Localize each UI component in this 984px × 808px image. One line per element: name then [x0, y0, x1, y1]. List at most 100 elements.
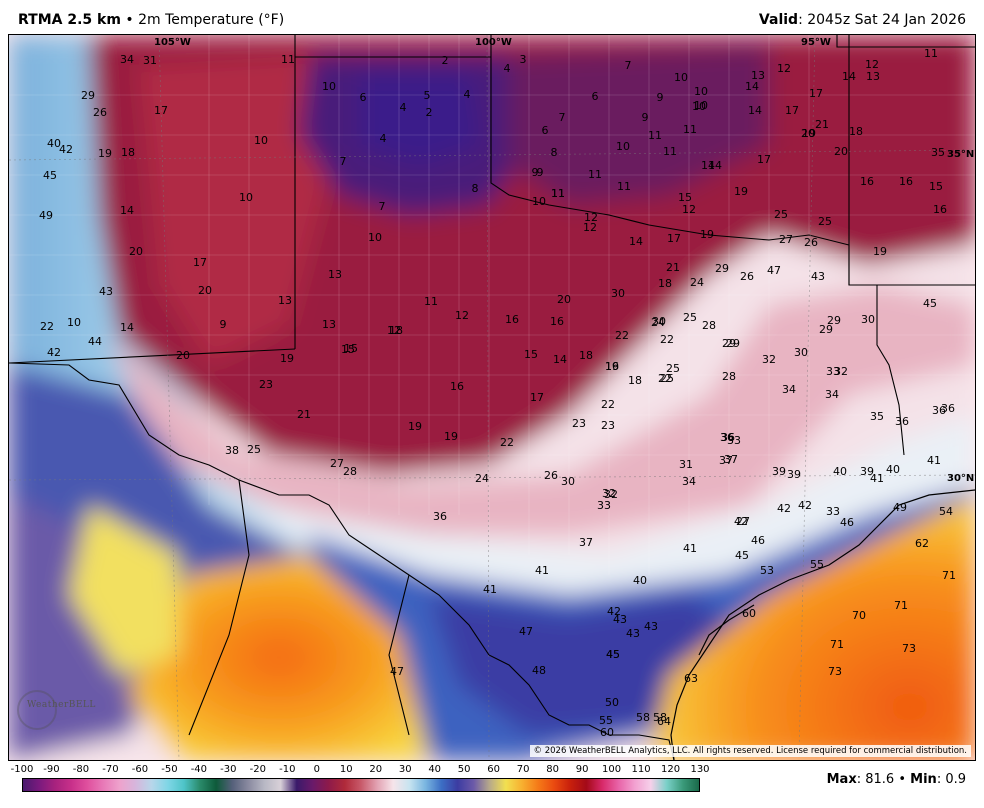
station-temperature-label: 43 [99, 285, 113, 298]
station-temperature-label: 19 [280, 352, 294, 365]
min-label: Min [910, 772, 937, 787]
station-temperature-label: 42 [734, 515, 748, 528]
station-temperature-label: 42 [607, 605, 621, 618]
station-temperature-label: 55 [599, 714, 613, 727]
station-temperature-label: 39 [772, 465, 786, 478]
station-temperature-label: 42 [47, 346, 61, 359]
station-temperature-label: 17 [785, 104, 799, 117]
station-temperature-label: 25 [683, 311, 697, 324]
station-temperature-label: 25 [247, 443, 261, 456]
station-temperature-label: 5 [424, 89, 431, 102]
station-temperature-label: 23 [601, 419, 615, 432]
station-temperature-label: 4 [400, 101, 407, 114]
station-temperature-label: 60 [600, 726, 614, 739]
weatherbell-logo: WeatherBELL [15, 688, 105, 732]
colorbar-tick-label: 10 [339, 764, 353, 775]
station-temperature-label: 10 [692, 100, 706, 113]
station-temperature-label: 30 [794, 346, 808, 359]
station-temperature-label: 28 [343, 465, 357, 478]
station-temperature-label: 21 [297, 408, 311, 421]
station-temperature-label: 14 [120, 321, 134, 334]
station-temperature-label: 32 [834, 365, 848, 378]
colorbar-tick-label: 100 [602, 764, 622, 775]
max-label: Max [826, 772, 857, 787]
station-temperature-label: 18 [628, 374, 642, 387]
colorbar-tick-label: 40 [428, 764, 442, 775]
station-temperature-label: 41 [483, 583, 497, 596]
station-temperature-label: 22 [601, 398, 615, 411]
colorbar-tick-label: -70 [102, 764, 119, 775]
station-temperature-label: 27 [736, 515, 750, 528]
station-temperature-label: 24 [690, 276, 704, 289]
parallel-30n-label: 30°N [947, 473, 974, 484]
station-temperature-label: 36 [433, 510, 447, 523]
temperature-field [9, 35, 975, 760]
station-temperature-label: 11 [617, 180, 631, 193]
station-temperature-label: 18 [658, 277, 672, 290]
station-temperature-label: 8 [551, 146, 558, 159]
station-temperature-label: 16 [860, 175, 874, 188]
station-temperature-label: 9 [532, 166, 539, 179]
station-temperature-label: 15 [341, 343, 355, 356]
station-temperature-label: 18 [121, 146, 135, 159]
station-temperature-label: 9 [657, 91, 664, 104]
station-temperature-label: 4 [504, 62, 511, 75]
station-temperature-label: 30 [561, 475, 575, 488]
title-separator: • [125, 12, 134, 28]
station-temperature-label: 14 [842, 70, 856, 83]
station-temperature-label: 29 [827, 314, 841, 327]
station-temperature-label: 16 [933, 203, 947, 216]
meridian-95w-label: 95°W [801, 37, 831, 48]
meridian-100w-label: 100°W [475, 37, 512, 48]
station-temperature-label: 24 [651, 316, 665, 329]
station-temperature-label: 36 [941, 402, 955, 415]
station-temperature-label: 40 [47, 137, 61, 150]
temperature-map[interactable]: 105°W 100°W 95°W 35°N 30°N 34 31 29 26 17 11 2… [8, 34, 976, 761]
station-temperature-label: 54 [939, 505, 953, 518]
station-temperature-label: 32 [762, 353, 776, 366]
station-temperature-label: 4 [464, 88, 471, 101]
station-temperature-label: 37 [579, 536, 593, 549]
station-temperature-label: 48 [532, 664, 546, 677]
station-temperature-label: 71 [830, 638, 844, 651]
meridian-105w-label: 105°W [154, 37, 191, 48]
station-temperature-label: 6 [542, 124, 549, 137]
colorbar-tick-label: -90 [43, 764, 60, 775]
colorbar-tick-label: -10 [279, 764, 296, 775]
station-temperature-label: 20 [176, 349, 190, 362]
state-borders [9, 35, 975, 760]
station-temperature-label: 31 [143, 54, 157, 67]
colorbar-tick-label: 80 [546, 764, 559, 775]
station-temperature-label: 35 [931, 146, 945, 159]
station-temperature-label: 13 [751, 69, 765, 82]
station-temperature-label: 41 [927, 454, 941, 467]
station-temperature-label: 39 [787, 468, 801, 481]
station-temperature-label: 11 [588, 168, 602, 181]
coastline [670, 489, 975, 760]
station-temperature-label: 12 [387, 324, 401, 337]
station-temperature-label: 22 [658, 372, 672, 385]
colorbar-tick-label: -50 [161, 764, 178, 775]
station-temperature-label: 41 [870, 472, 884, 485]
station-temperature-label: 70 [852, 609, 866, 622]
station-temperature-label: 25 [660, 372, 674, 385]
station-temperature-label: 73 [828, 665, 842, 678]
station-temperature-label: 45 [606, 648, 620, 661]
station-temperature-label: 29 [722, 337, 736, 350]
station-temperature-label: 36 [721, 431, 735, 444]
max-value: : 81.6 [856, 772, 895, 787]
station-temperature-label: 55 [810, 558, 824, 571]
station-temperature-label: 50 [605, 696, 619, 709]
station-temperature-label: 30 [861, 313, 875, 326]
station-temperature-label: 12 [682, 203, 696, 216]
station-temperature-label: 10 [532, 195, 546, 208]
station-temperature-label: 34 [682, 475, 696, 488]
station-temperature-label: 29 [715, 262, 729, 275]
station-temperature-label: 27 [330, 457, 344, 470]
station-temperature-label: 21 [666, 261, 680, 274]
colorbar-tick-label: 50 [457, 764, 471, 775]
colorbar-tick-label: 30 [398, 764, 412, 775]
station-temperature-label: 22 [660, 333, 674, 346]
station-temperature-label: 44 [88, 335, 102, 348]
